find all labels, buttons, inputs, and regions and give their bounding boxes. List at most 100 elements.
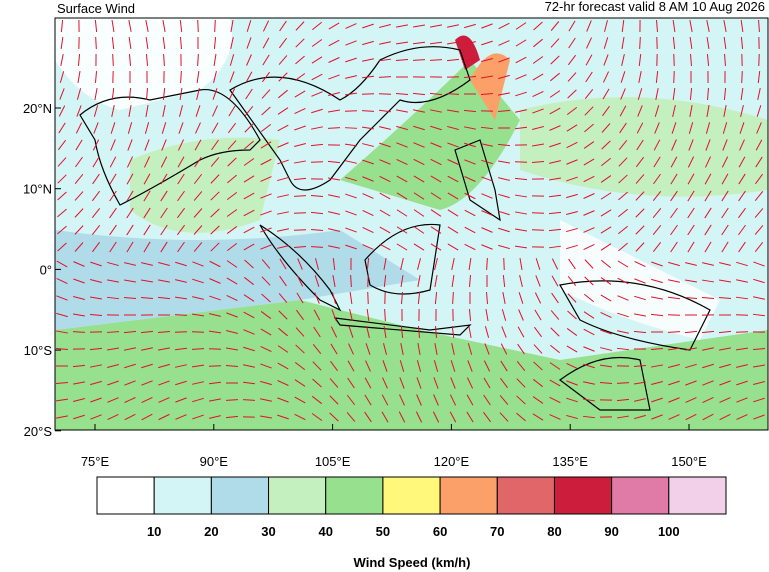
wind-arrow	[566, 345, 578, 353]
wind-arrow	[379, 226, 391, 234]
wind-arrow	[362, 244, 374, 250]
wind-arrow	[719, 363, 731, 369]
colorbar-swatch	[668, 476, 727, 515]
wind-arrow	[447, 41, 459, 45]
wind-arrow	[466, 394, 474, 406]
wind-arrow	[158, 413, 170, 421]
wind-arrow	[724, 53, 726, 67]
wind-arrow	[618, 208, 628, 218]
wind-arrow	[687, 173, 695, 185]
wind-arrow	[57, 157, 67, 167]
wind-arrow	[687, 156, 695, 168]
wind-arrow	[413, 226, 425, 234]
wind-arrow	[600, 226, 612, 234]
wind-arrow	[502, 274, 506, 288]
wind-arrow	[366, 257, 370, 271]
wind-arrow	[532, 90, 544, 98]
wind-arrow	[719, 397, 731, 403]
wind-arrow	[485, 309, 489, 321]
wind-arrow	[668, 279, 680, 283]
wind-arrow	[638, 53, 642, 67]
wind-arrow	[583, 158, 595, 166]
wind-arrow	[73, 313, 85, 317]
wind-arrow	[668, 380, 680, 386]
wind-arrow	[434, 258, 438, 270]
wind-arrow	[396, 24, 408, 28]
wind-arrow	[668, 414, 680, 420]
wind-arrow	[92, 139, 100, 151]
wind-arrow	[568, 37, 576, 49]
wind-arrow	[417, 258, 421, 270]
wind-arrow	[468, 308, 472, 322]
wind-arrow	[396, 109, 408, 113]
wind-arrow	[515, 91, 527, 97]
wind-arrow	[277, 245, 289, 249]
wind-arrow	[123, 330, 137, 334]
wind-arrow	[93, 105, 99, 117]
wind-arrow	[416, 377, 422, 389]
wind-arrow	[73, 295, 85, 301]
wind-arrow	[396, 158, 408, 166]
wind-arrow	[141, 397, 153, 403]
wind-arrow	[515, 39, 527, 47]
wind-arrow	[145, 105, 149, 117]
wind-arrow	[739, 139, 745, 151]
wind-zone	[470, 53, 510, 121]
wind-arrow	[599, 382, 613, 384]
wind-arrow	[208, 348, 222, 350]
wind-arrow	[740, 19, 744, 33]
wind-arrow	[211, 122, 219, 134]
wind-arrow	[396, 209, 408, 217]
wind-arrow	[73, 398, 85, 402]
colorbar-tick-label: 50	[376, 524, 390, 539]
wind-arrow	[603, 54, 609, 66]
wind-arrow	[381, 411, 389, 423]
wind-arrow	[466, 377, 474, 389]
wind-arrow	[736, 364, 748, 368]
wind-arrow	[262, 71, 270, 83]
wind-arrow	[464, 126, 476, 130]
wind-arrow	[295, 21, 305, 31]
wind-arrow	[704, 173, 712, 185]
wind-arrow	[463, 58, 477, 62]
wind-arrow	[668, 397, 680, 403]
map-subtitle: 72-hr forecast valid 8 AM 10 Aug 2026	[545, 0, 765, 14]
wind-arrow	[584, 259, 594, 269]
wind-arrow	[162, 87, 166, 101]
wind-arrow	[378, 58, 392, 62]
wind-arrow	[600, 175, 612, 183]
wind-arrow	[383, 274, 387, 288]
wind-arrow	[330, 360, 338, 372]
wind-arrow	[670, 190, 678, 202]
wind-arrow	[429, 41, 443, 45]
wind-arrow	[655, 70, 659, 84]
colorbar-swatch	[153, 476, 212, 515]
wind-arrow	[735, 347, 749, 351]
wind-arrow	[447, 159, 459, 165]
wind-arrow	[177, 173, 185, 185]
wind-arrow	[209, 278, 221, 284]
wind-arrow	[310, 246, 324, 248]
wind-arrow	[197, 53, 199, 67]
wind-arrow	[311, 56, 323, 64]
wind-arrow	[583, 175, 595, 183]
wind-arrow	[175, 261, 187, 267]
wind-arrow	[56, 260, 68, 268]
wind-arrow	[753, 414, 765, 420]
wind-arrow	[107, 261, 119, 267]
wind-arrow	[757, 88, 761, 100]
wind-arrow	[430, 24, 442, 28]
wind-arrow	[243, 226, 255, 234]
wind-arrow	[685, 397, 697, 403]
wind-arrow	[602, 88, 610, 100]
wind-arrow	[549, 414, 561, 420]
wind-arrow	[361, 110, 375, 112]
wind-arrow	[635, 191, 645, 201]
wind-arrow	[362, 176, 374, 182]
wind-arrow	[310, 195, 324, 197]
wind-arrow	[652, 190, 662, 202]
wind-arrow	[311, 395, 323, 405]
wind-arrow	[685, 413, 697, 421]
wind-arrow	[464, 23, 476, 29]
wind-arrow	[463, 109, 477, 113]
